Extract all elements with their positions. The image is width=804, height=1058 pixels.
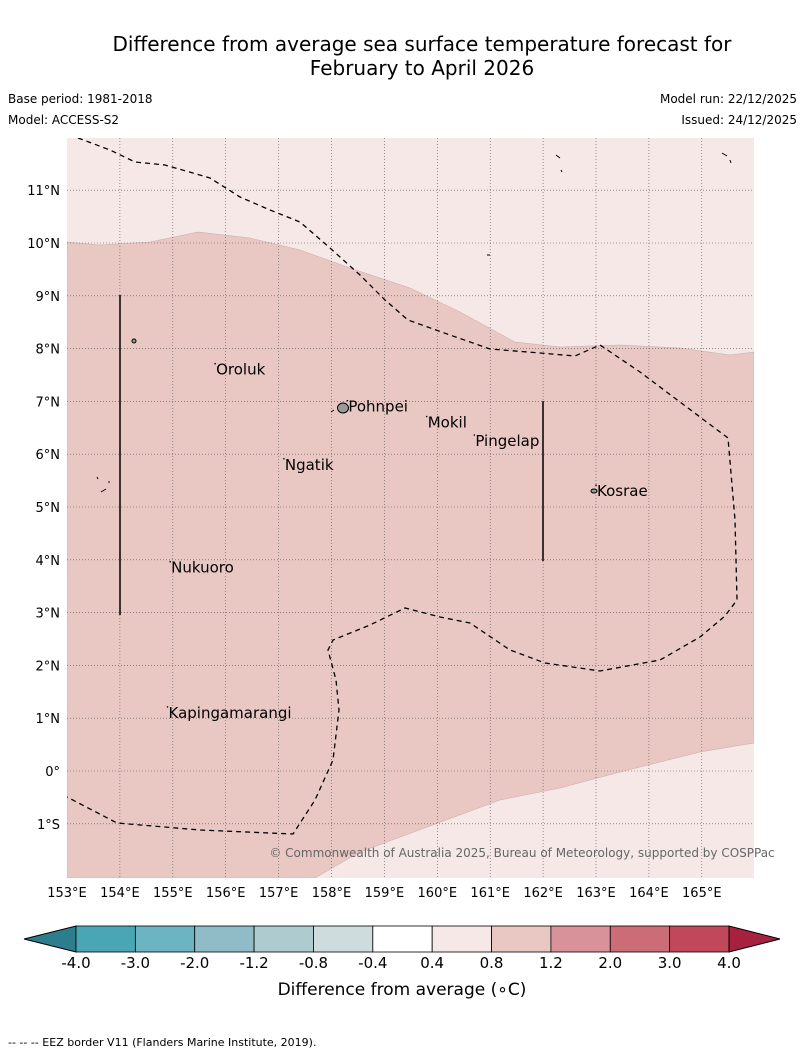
longitude-label: 153°E: [47, 886, 87, 901]
place-marker: [214, 362, 216, 365]
longitude-label: 159°E: [365, 886, 405, 901]
latitude-label: 5°N: [36, 501, 61, 516]
colorbar-segment: [134, 925, 196, 953]
place-label-oroluk: Oroluk: [216, 361, 265, 379]
colorbar-extend-low: [23, 925, 77, 953]
longitude-label: 160°E: [418, 886, 458, 901]
latitude-label: 3°N: [36, 607, 61, 622]
latitude-label: 7°N: [36, 395, 61, 410]
copyright-notice: © Commonwealth of Australia 2025, Bureau…: [269, 846, 774, 860]
title-line-1: Difference from average sea surface temp…: [112, 32, 732, 56]
limit-lines: [119, 295, 544, 615]
latitude-label: 11°N: [27, 184, 60, 199]
place-label-kapingamarangi: Kapingamarangi: [169, 704, 292, 722]
colorbar-tick-label: -0.8: [299, 954, 328, 972]
place-marker: [473, 434, 476, 436]
latitude-label: 6°N: [36, 448, 61, 463]
latitude-label: 9°N: [36, 290, 61, 305]
latitude-label: 1°N: [36, 712, 61, 727]
colorbar-tick-label: -1.2: [239, 954, 268, 972]
colorbar-segment: [609, 925, 671, 953]
latitude-labels: 11°N 10°N 9°N 8°N 7°N 6°N 5°N 4°N 3°N 2°N 1°N 0° 1°S: [27, 184, 60, 833]
latitude-label: 2°N: [36, 659, 61, 674]
colorbar-segment: [431, 925, 492, 953]
map-title: Difference from average sea surface temp…: [0, 32, 804, 80]
colorbar-tick-label: -2.0: [180, 954, 209, 972]
longitude-label: 161°E: [470, 886, 510, 901]
longitude-label: 157°E: [259, 886, 299, 901]
islet-dots: [96, 152, 732, 493]
place-label-mokil: Mokil: [428, 414, 467, 432]
anomaly-fill-mid: [67, 231, 754, 878]
place-marker: [595, 484, 597, 486]
colorbar-tick-label: -4.0: [61, 954, 90, 972]
place-label-pingelap: Pingelap: [475, 432, 539, 450]
model-run: Model run: 22/12/2025: [659, 92, 797, 106]
latitude-label: 0°: [45, 765, 60, 780]
colorbar-segment: [669, 925, 730, 953]
place-label-kosrae: Kosrae: [597, 482, 648, 500]
longitude-label: 156°E: [206, 886, 246, 901]
colorbar-extend-high: [728, 925, 781, 953]
longitude-label: 158°E: [312, 886, 352, 901]
place-label-nukuoro: Nukuoro: [171, 559, 234, 577]
pohnpei-island-shape: [337, 402, 349, 414]
islands: [131, 338, 598, 494]
colorbar-tick-label: 3.0: [658, 954, 682, 972]
place-labels: Oroluk Pohnpei Mokil Pingelap Ngatik Kosrae Nu…: [166, 361, 648, 722]
longitude-label: 164°E: [629, 886, 669, 901]
graticule: [67, 138, 754, 878]
colorbar-tick-label: 0.4: [420, 954, 444, 972]
eez-border: [67, 138, 738, 835]
longitude-label: 154°E: [100, 886, 140, 901]
base-period: Base period: 1981-2018: [8, 92, 153, 106]
longitude-labels: 153°E 154°E 155°E 156°E 157°E 158°E 159°E 160°E…: [47, 886, 721, 901]
longitude-label: 165°E: [682, 886, 722, 901]
colorbar-title: Difference from average (∘C): [277, 980, 527, 1000]
colorbar-tick-label: 1.2: [539, 954, 563, 972]
longitude-label: 155°E: [153, 886, 193, 901]
colorbar-tick-label: -0.4: [358, 954, 387, 972]
colorbar-segment: [253, 925, 314, 953]
latitude-label: 8°N: [36, 343, 61, 358]
longitude-label: 163°E: [576, 886, 616, 901]
colorbar-tick-label: -3.0: [121, 954, 150, 972]
model-name: Model: ACCESS-S2: [8, 113, 120, 127]
place-marker: [169, 560, 171, 563]
longitude-label: 162°E: [523, 886, 563, 901]
kosrae-island-shape: [590, 488, 598, 494]
place-marker: [346, 399, 349, 402]
colorbar-segment: [313, 925, 374, 953]
latitude-label: 1°S: [37, 818, 60, 833]
islet-shape: [131, 338, 137, 344]
latitude-label: 10°N: [27, 237, 60, 252]
colorbar-tick-label: 0.8: [480, 954, 504, 972]
place-marker: [166, 706, 169, 708]
colorbar-tick-label: 4.0: [717, 954, 741, 972]
colorbar-segment: [75, 925, 136, 953]
colorbar-segment: [491, 925, 552, 953]
place-label-ngatik: Ngatik: [285, 456, 334, 474]
colorbar: -4.0 -3.0 -2.0 -1.2 -0.8 -0.4 0.4 0.8 1.2 2.0 3.0 4…: [23, 925, 781, 972]
eez-footnote: -- -- -- EEZ border V11 (Flanders Marine…: [8, 1036, 317, 1049]
colorbar-segment: [372, 925, 433, 953]
place-label-pohnpei: Pohnpei: [348, 398, 408, 416]
colorbar-segment: [194, 925, 255, 953]
colorbar-tick-label: 2.0: [598, 954, 622, 972]
latitude-label: 4°N: [36, 554, 61, 569]
issued-date: Issued: 24/12/2025: [681, 113, 797, 127]
place-marker: [283, 457, 285, 460]
place-marker: [425, 415, 428, 418]
colorbar-segment: [550, 925, 611, 953]
map-area: Oroluk Pohnpei Mokil Pingelap Ngatik Kosrae Nu…: [67, 138, 754, 878]
title-line-2: February to April 2026: [309, 56, 535, 80]
